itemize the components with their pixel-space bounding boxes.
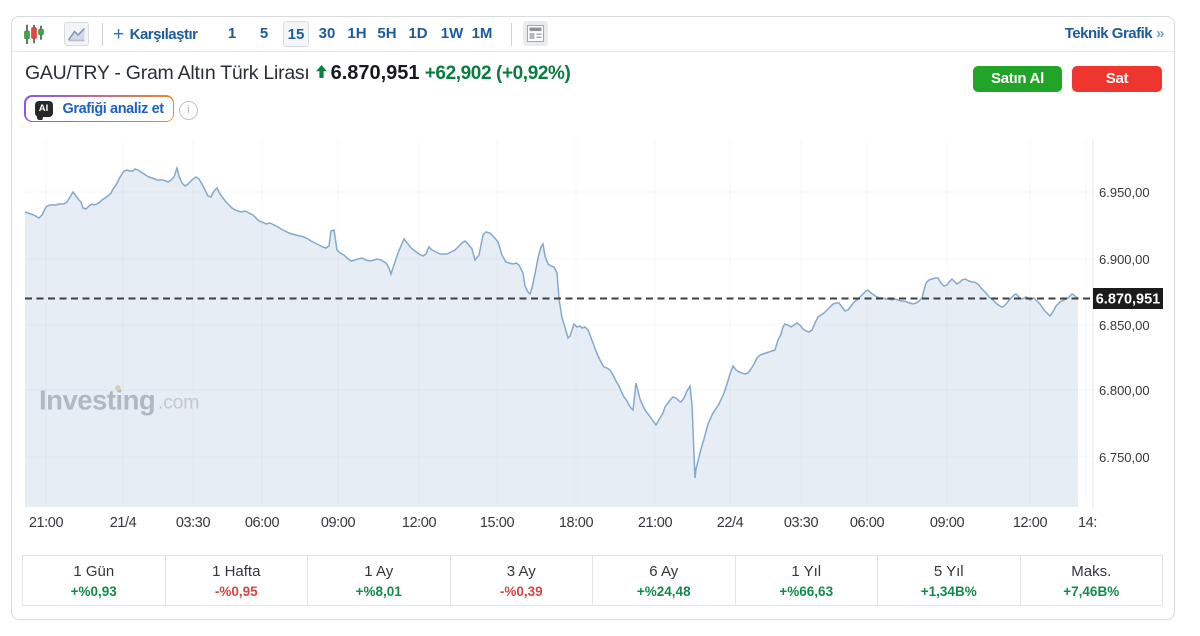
svg-text:18:00: 18:00 [559, 515, 594, 529]
svg-text:09:00: 09:00 [321, 515, 356, 529]
svg-text:6.950,00: 6.950,00 [1099, 185, 1150, 200]
svg-text:6.870,951: 6.870,951 [1096, 292, 1161, 308]
svg-text:6.900,00: 6.900,00 [1099, 252, 1150, 267]
svg-text:6.800,00: 6.800,00 [1099, 383, 1150, 398]
svg-text:03:30: 03:30 [784, 515, 819, 529]
svg-text:6.850,00: 6.850,00 [1099, 318, 1150, 333]
svg-text:15:00: 15:00 [480, 515, 515, 529]
svg-text:03:30: 03:30 [176, 515, 211, 529]
svg-text:22/4: 22/4 [717, 515, 744, 529]
svg-text:21/4: 21/4 [110, 515, 137, 529]
svg-text:12:00: 12:00 [1013, 515, 1048, 529]
svg-text:21:00: 21:00 [638, 515, 673, 529]
svg-text:6.750,00: 6.750,00 [1099, 450, 1150, 465]
svg-text:.com: .com [158, 392, 199, 414]
svg-text:Investing: Investing [39, 385, 155, 416]
svg-text:09:00: 09:00 [930, 515, 965, 529]
svg-text:12:00: 12:00 [402, 515, 437, 529]
svg-text:14:: 14: [1078, 515, 1097, 529]
svg-text:06:00: 06:00 [245, 515, 280, 529]
svg-text:06:00: 06:00 [850, 515, 885, 529]
svg-text:21:00: 21:00 [29, 515, 64, 529]
